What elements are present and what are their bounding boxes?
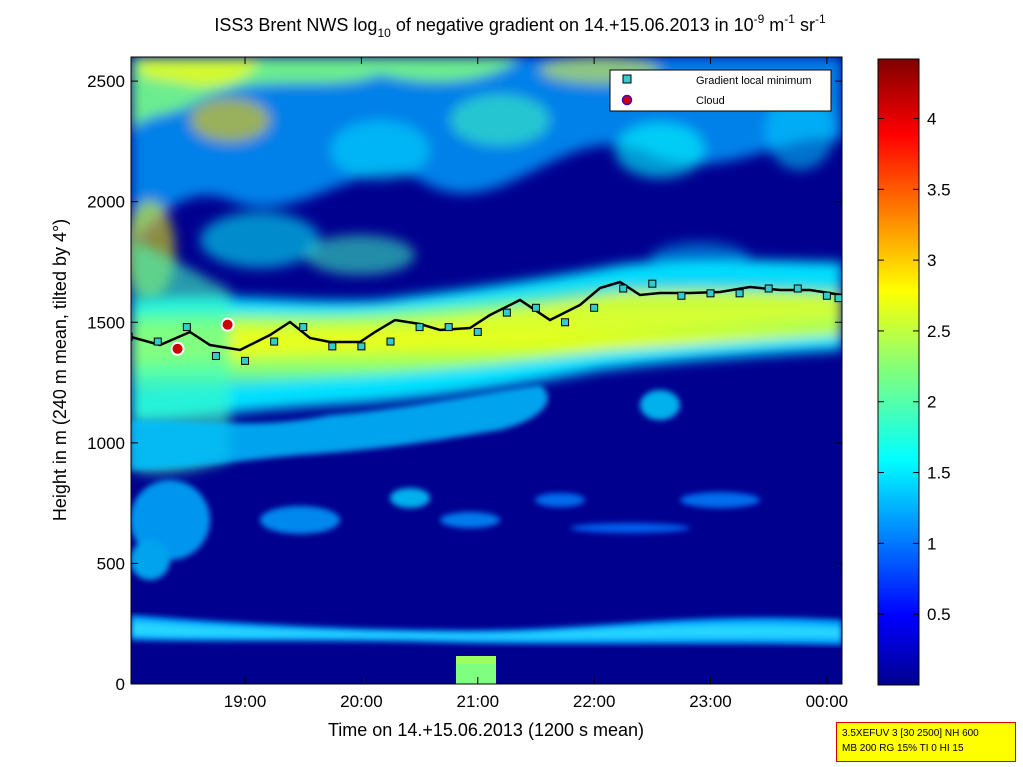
gradient-minimum-point [153,337,162,346]
gradient-minimum-point [502,308,511,317]
x-axis-label: Time on 14.+15.06.2013 (1200 s mean) [328,720,644,740]
x-tick-label: 23:00 [689,692,732,711]
colorbar-ticks: 0.5 1 1.5 2 2.5 3 3.5 4 [878,109,951,624]
heatmap-field [131,57,842,684]
gradient-minimum-point [822,291,831,300]
chart-title: ISS3 Brent NWS log10 of negative gradien… [214,12,826,40]
gradient-minimum-point [561,318,570,327]
y-tick-label: 0 [116,675,125,694]
y-tick-label: 2000 [87,193,125,212]
gradient-minimum-point [241,356,250,365]
colorbar-tick-label: 4 [927,109,936,128]
marker-layer [131,279,842,365]
cloud-point [220,317,235,332]
layer-edge-trace [131,280,842,352]
gradient-minimum-point [793,284,802,293]
colorbar-tick-label: 2.5 [927,322,951,341]
gradient-minimum-point [735,289,744,298]
y-axis-label: Height in m (240 m mean, tilted by 4°) [50,219,70,521]
cloud-point [170,341,185,356]
legend: Gradient local minimum Cloud [609,69,832,112]
x-tick-label: 00:00 [806,692,849,711]
gradient-minimum-point [706,289,715,298]
legend-label-gradient: Gradient local minimum [696,75,812,87]
x-tick-label: 21:00 [456,692,499,711]
gradient-minimum-point [299,323,308,332]
gradient-minimum-point [677,291,686,300]
legend-circle-icon [621,94,633,106]
gradient-minimum-point [415,323,424,332]
colorbar-tick-label: 1.5 [927,464,951,483]
gradient-minimum-point [590,303,599,312]
y-tick-label: 2500 [87,72,125,91]
x-tick-label: 19:00 [224,692,267,711]
legend-square-icon [622,74,632,84]
x-tick-label: 22:00 [573,692,616,711]
x-axis: 19:00 20:00 21:00 22:00 23:00 00:00 [224,57,848,711]
x-tick-label: 20:00 [340,692,383,711]
colorbar-tick-label: 3 [927,251,936,270]
colorbar-tick-label: 3.5 [927,180,951,199]
gradient-minimum-point [619,284,628,293]
y-tick-label: 1000 [87,434,125,453]
gradient-minimum-point [473,327,482,336]
gradient-minimum-point [131,332,133,341]
gradient-minimum-point [357,342,366,351]
gradient-minimum-point [444,323,453,332]
gradient-minimum-point [834,294,842,303]
gradient-minimum-point [648,279,657,288]
gradient-minimum-point [764,284,773,293]
gradient-minimum-point [270,337,279,346]
gradient-minimum-point [211,352,220,361]
gradient-minimum-point [531,303,540,312]
legend-label-cloud: Cloud [696,95,725,107]
colorbar-tick-label: 2 [927,393,936,412]
colorbar [877,58,920,686]
plot-frame [130,56,843,685]
y-tick-label: 500 [97,554,125,573]
info-box: 3.5XEFUV 3 [30 2500] NH 600 MB 200 RG 15… [836,722,1016,762]
info-line-2: MB 200 RG 15% TI 0 HI 15 [842,743,964,754]
colorbar-tick-label: 0.5 [927,605,951,624]
colorbar-tick-label: 1 [927,534,936,553]
gradient-minimum-point [386,337,395,346]
y-axis: 0 500 1000 1500 2000 2500 [87,72,842,694]
info-line-1: 3.5XEFUV 3 [30 2500] NH 600 [842,728,979,739]
y-tick-label: 1500 [87,313,125,332]
gradient-minimum-point [182,323,191,332]
gradient-minimum-point [328,342,337,351]
legend-box [609,69,832,112]
